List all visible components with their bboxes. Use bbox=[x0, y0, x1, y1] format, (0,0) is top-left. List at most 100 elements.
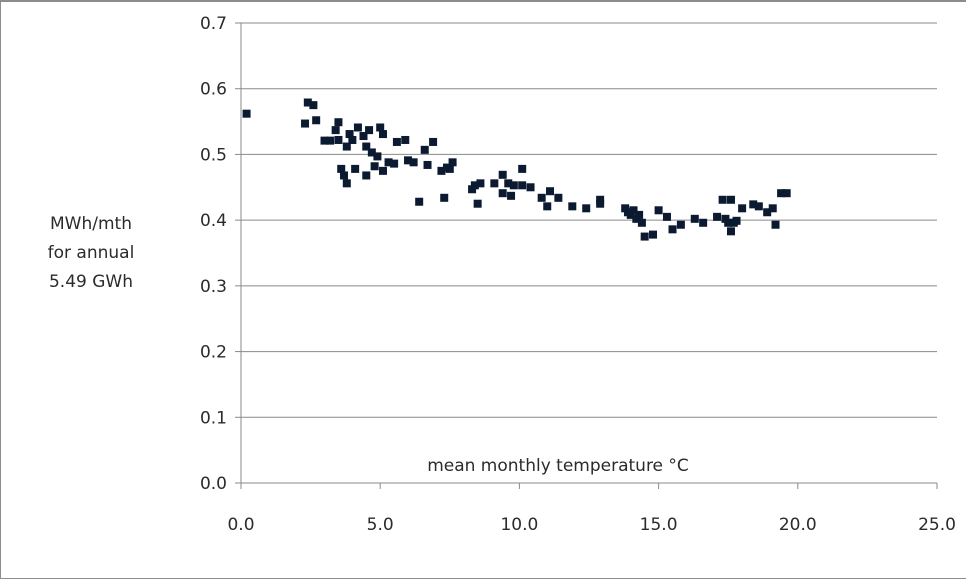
data-point bbox=[390, 159, 399, 168]
data-point bbox=[537, 193, 546, 202]
data-point bbox=[392, 137, 401, 146]
data-point bbox=[596, 199, 605, 208]
x-tick-label: 15.0 bbox=[640, 515, 678, 535]
data-point bbox=[337, 164, 346, 173]
data-point bbox=[384, 158, 393, 167]
y-axis-title-line-1: MWh/mth bbox=[50, 214, 132, 234]
data-point bbox=[373, 152, 382, 161]
data-point bbox=[690, 214, 699, 223]
data-point bbox=[404, 156, 413, 165]
data-points bbox=[242, 98, 791, 241]
data-point bbox=[699, 218, 708, 227]
data-point bbox=[763, 208, 772, 217]
data-point bbox=[498, 170, 507, 179]
data-point bbox=[342, 179, 351, 188]
data-point bbox=[334, 135, 343, 144]
data-point bbox=[582, 204, 591, 213]
y-axis-title-line-3: 5.49 GWh bbox=[49, 272, 133, 292]
data-point bbox=[724, 218, 733, 227]
data-point bbox=[401, 135, 410, 144]
gridlines bbox=[241, 22, 937, 418]
data-point bbox=[448, 158, 457, 167]
y-tick-label: 0.5 bbox=[200, 145, 227, 165]
data-point bbox=[326, 136, 335, 145]
y-tick-label: 0.2 bbox=[200, 343, 227, 363]
x-tick-label: 25.0 bbox=[918, 515, 956, 535]
x-tick-label: 0.0 bbox=[227, 515, 254, 535]
data-point bbox=[476, 179, 485, 188]
data-point bbox=[440, 193, 449, 202]
x-tick-label: 20.0 bbox=[779, 515, 817, 535]
data-point bbox=[676, 220, 685, 229]
data-point bbox=[367, 148, 376, 157]
data-point bbox=[777, 189, 786, 198]
y-axis-title-line-2: for annual bbox=[48, 243, 135, 263]
data-point bbox=[345, 130, 354, 139]
data-point bbox=[498, 189, 507, 198]
data-point bbox=[768, 204, 777, 213]
data-point bbox=[303, 98, 312, 107]
data-point bbox=[340, 171, 349, 180]
data-point bbox=[334, 118, 343, 127]
y-tick-label: 0.1 bbox=[200, 408, 227, 428]
data-point bbox=[353, 123, 362, 132]
data-point bbox=[376, 123, 385, 132]
tick-labels: 0.0 0.1 0.2 0.3 0.4 0.5 0.6 0.7 0.0 5.0 10.0 15.0 20… bbox=[200, 14, 956, 535]
data-point bbox=[640, 232, 649, 241]
data-point bbox=[415, 197, 424, 206]
data-point bbox=[568, 202, 577, 211]
data-point bbox=[718, 195, 727, 204]
data-point bbox=[362, 171, 371, 180]
x-tick-label: 5.0 bbox=[367, 515, 394, 535]
data-point bbox=[518, 164, 527, 173]
data-point bbox=[473, 199, 482, 208]
data-point bbox=[713, 212, 722, 221]
data-point bbox=[490, 179, 499, 188]
data-point bbox=[635, 210, 644, 219]
data-point bbox=[507, 191, 516, 200]
x-axis-title: mean monthly temperature °C bbox=[427, 456, 689, 476]
data-point bbox=[445, 164, 454, 173]
data-point bbox=[526, 183, 535, 192]
axes bbox=[235, 22, 938, 489]
x-tick-label: 10.0 bbox=[500, 515, 538, 535]
y-tick-label: 0.7 bbox=[200, 14, 227, 34]
data-point bbox=[342, 142, 351, 151]
data-point bbox=[331, 126, 340, 135]
data-point bbox=[362, 142, 371, 151]
y-tick-label: 0.0 bbox=[200, 474, 227, 494]
data-point bbox=[351, 164, 360, 173]
data-point bbox=[738, 204, 747, 213]
data-point bbox=[312, 116, 321, 125]
data-point bbox=[554, 193, 563, 202]
data-point bbox=[668, 225, 677, 234]
data-point bbox=[649, 230, 658, 239]
data-point bbox=[771, 220, 780, 229]
data-point bbox=[662, 212, 671, 221]
data-point bbox=[420, 145, 429, 154]
data-point bbox=[518, 181, 527, 190]
data-point bbox=[242, 109, 251, 118]
data-point bbox=[365, 126, 374, 135]
data-point bbox=[423, 160, 432, 169]
data-point bbox=[654, 206, 663, 215]
data-point bbox=[509, 181, 518, 190]
y-tick-label: 0.3 bbox=[200, 277, 227, 297]
y-tick-label: 0.6 bbox=[200, 80, 227, 100]
data-point bbox=[732, 216, 741, 225]
data-point bbox=[309, 101, 318, 110]
data-point bbox=[409, 158, 418, 167]
data-point bbox=[320, 136, 329, 145]
data-point bbox=[348, 135, 357, 144]
data-point bbox=[726, 195, 735, 204]
data-point bbox=[470, 181, 479, 190]
data-point bbox=[504, 179, 513, 188]
data-point bbox=[626, 210, 635, 219]
data-point bbox=[543, 202, 552, 211]
y-tick-label: 0.4 bbox=[200, 211, 227, 231]
data-point bbox=[301, 119, 310, 128]
data-point bbox=[637, 218, 646, 227]
data-point bbox=[378, 166, 387, 175]
